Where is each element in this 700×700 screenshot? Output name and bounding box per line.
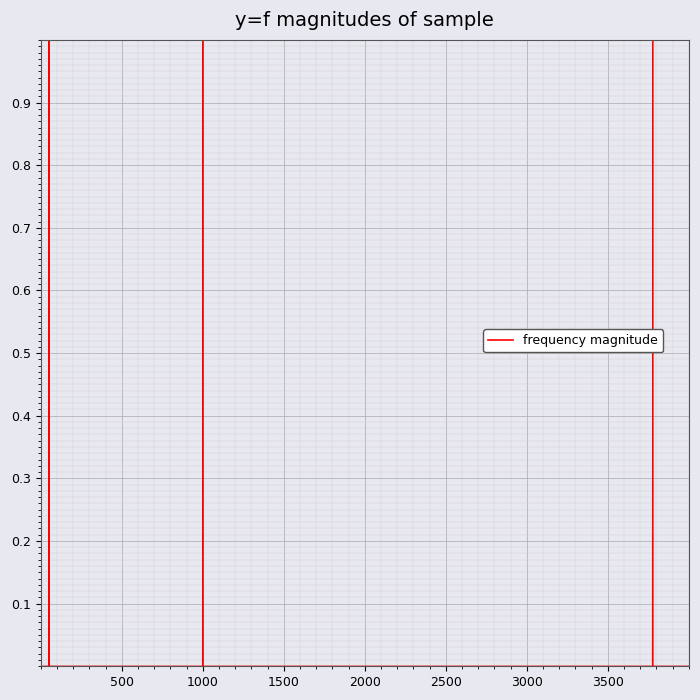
Legend: frequency magnitude: frequency magnitude: [484, 329, 663, 352]
Title: y=f magnitudes of sample: y=f magnitudes of sample: [235, 11, 494, 30]
